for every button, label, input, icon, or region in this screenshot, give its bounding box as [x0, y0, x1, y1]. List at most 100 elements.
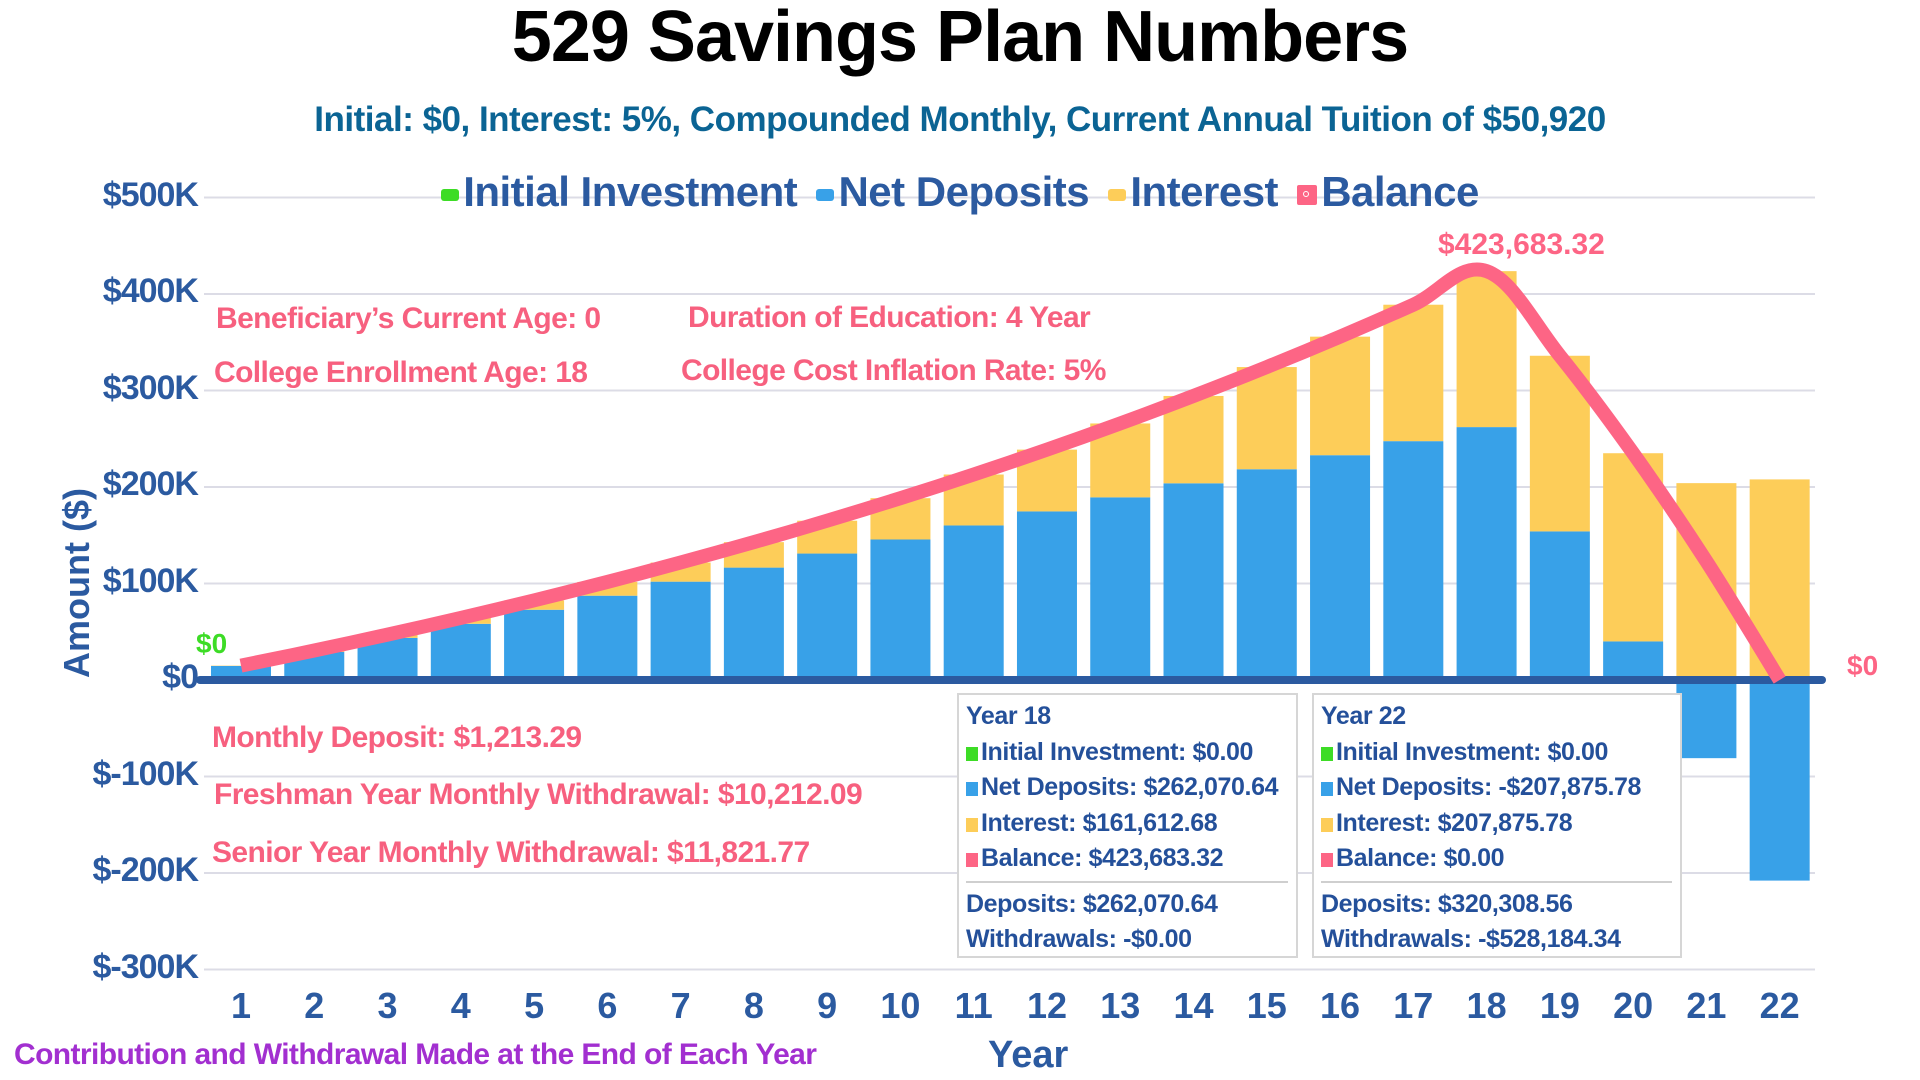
enrollment-age-annotation: College Enrollment Age: 18 [214, 356, 588, 389]
x-tick-label: 11 [954, 985, 993, 1026]
tooltip-row-balance: Balance: $0.00 [1321, 841, 1672, 877]
tooltip-year-18: Year 18 Initial Investment: $0.00 Net De… [957, 693, 1298, 958]
interest-swatch-icon [966, 817, 978, 832]
balance-line [239, 262, 1786, 684]
y-tick-label: $0 [162, 658, 199, 696]
net-deposits-swatch-icon [1321, 782, 1333, 796]
x-tick-label: 21 [1686, 985, 1727, 1026]
interest-bar [1310, 336, 1371, 456]
net-deposits-bar [1090, 497, 1151, 680]
tooltip-year-22: Year 22 Initial Investment: $0.00 Net De… [1312, 693, 1682, 958]
interest-swatch-icon [1108, 188, 1127, 201]
balance-swatch-icon [1321, 853, 1333, 867]
tooltip-row-net-deposits: Net Deposits: $262,070.64 [966, 770, 1288, 806]
interest-swatch-icon [1321, 817, 1333, 832]
tooltip-withdrawals: Withdrawals: -$528,184.34 [1321, 925, 1621, 953]
net-deposits-bar [1529, 531, 1590, 680]
chart-title: 529 Savings Plan Numbers [511, 0, 1409, 77]
tooltip-row-initial: Initial Investment: $0.00 [1321, 735, 1672, 771]
x-tick-label: 4 [450, 985, 471, 1026]
net-deposits-bar [723, 567, 784, 680]
x-tick-label: 22 [1759, 985, 1800, 1026]
tooltip-deposits: Deposits: $320,308.56 [1321, 889, 1573, 918]
balance-swatch-icon [966, 853, 978, 867]
net-deposits-swatch-icon [966, 782, 978, 796]
x-tick-label: 3 [377, 985, 398, 1026]
net-deposits-bar [870, 539, 931, 680]
y-tick-label: $-200K [92, 851, 199, 889]
net-deposits-swatch-icon [816, 188, 835, 201]
tooltip-row-interest: Interest: $161,612.68 [966, 806, 1288, 842]
net-deposits-bar [1676, 680, 1737, 759]
net-deposits-bar [504, 609, 565, 680]
tooltip-divider [966, 880, 1288, 883]
x-tick-label: 15 [1246, 985, 1287, 1026]
x-tick-label: 16 [1320, 985, 1361, 1026]
y-tick-label: $500K [102, 175, 199, 214]
net-deposits-bar [797, 553, 858, 680]
tooltip-withdrawals: Withdrawals: -$0.00 [966, 925, 1192, 953]
y-tick-label: $300K [102, 368, 199, 407]
interest-bar [1236, 367, 1297, 470]
x-tick-label: 7 [670, 985, 691, 1026]
x-tick-label: 12 [1026, 985, 1067, 1026]
y-tick-label: $-300K [92, 947, 199, 986]
y-tick-label: $-100K [92, 754, 199, 793]
legend-item-net-deposits[interactable]: Net Deposits [816, 168, 1090, 216]
x-tick-label: 14 [1173, 985, 1214, 1026]
y-tick-label: $400K [102, 272, 199, 310]
chart-subtitle: Initial: $0, Interest: 5%, Compounded Mo… [314, 100, 1606, 139]
y-tick-label: $200K [102, 465, 199, 503]
legend: Initial Investment Net Deposits Interest… [0, 168, 1920, 216]
net-deposits-bar [1016, 511, 1077, 680]
x-tick-label: 19 [1539, 985, 1580, 1026]
freshman-withdrawal-annotation: Freshman Year Monthly Withdrawal: $10,21… [214, 778, 863, 811]
x-tick-label: 10 [880, 985, 921, 1026]
interest-bar [1456, 271, 1517, 428]
legend-item-balance[interactable]: Balance [1297, 168, 1479, 216]
net-deposits-bar [1310, 455, 1371, 680]
tooltip-row-balance: Balance: $423,683.32 [966, 841, 1288, 877]
x-axis-title: Year [988, 1034, 1069, 1076]
interest-bar [1383, 304, 1444, 442]
initial-value-label: $0 [196, 628, 228, 659]
x-tick-label: 5 [524, 985, 545, 1026]
net-deposits-bar [650, 581, 711, 680]
legend-item-initial-investment[interactable]: Initial Investment [441, 168, 798, 216]
net-deposits-bar [1236, 469, 1297, 680]
end-balance-label: $0 [1847, 650, 1879, 681]
legend-label: Net Deposits [838, 168, 1090, 215]
x-tick-label: 1 [230, 985, 252, 1026]
x-tick-label: 18 [1466, 985, 1507, 1026]
x-tick-label: 13 [1100, 985, 1141, 1026]
net-deposits-bar [1603, 641, 1664, 680]
balance-swatch-icon [1297, 184, 1318, 205]
tooltip-title: Year 22 [1321, 702, 1406, 730]
x-tick-label: 17 [1393, 985, 1434, 1026]
tooltip-value: Net Deposits: $262,070.64 [981, 773, 1279, 801]
inflation-annotation: College Cost Inflation Rate: 5% [681, 354, 1106, 387]
initial-investment-swatch-icon [441, 188, 460, 201]
net-deposits-bar [1456, 427, 1517, 680]
net-deposits-bar [943, 525, 1004, 680]
tooltip-value: Balance: $0.00 [1336, 844, 1505, 872]
tooltip-value: Interest: $161,612.68 [981, 808, 1218, 837]
legend-label: Balance [1321, 168, 1479, 215]
x-tick-label: 9 [817, 985, 838, 1026]
duration-annotation: Duration of Education: 4 Year [688, 301, 1091, 334]
net-deposits-bar [1383, 441, 1444, 680]
x-tick-label: 20 [1613, 985, 1654, 1026]
tooltip-row-interest: Interest: $207,875.78 [1321, 806, 1672, 842]
tooltip-value: Interest: $207,875.78 [1336, 808, 1573, 837]
y-axis-title: Amount ($) [56, 488, 97, 678]
net-deposits-bar [577, 595, 638, 680]
legend-item-interest[interactable]: Interest [1108, 168, 1279, 216]
initial-swatch-icon [1321, 746, 1333, 761]
x-tick-label: 2 [304, 985, 325, 1026]
tooltip-deposits: Deposits: $262,070.64 [966, 889, 1218, 918]
x-tick-label: 8 [743, 985, 764, 1026]
current-age-annotation: Beneficiary’s Current Age: 0 [216, 302, 601, 335]
tooltip-title: Year 18 [966, 702, 1051, 730]
initial-swatch-icon [966, 746, 978, 761]
